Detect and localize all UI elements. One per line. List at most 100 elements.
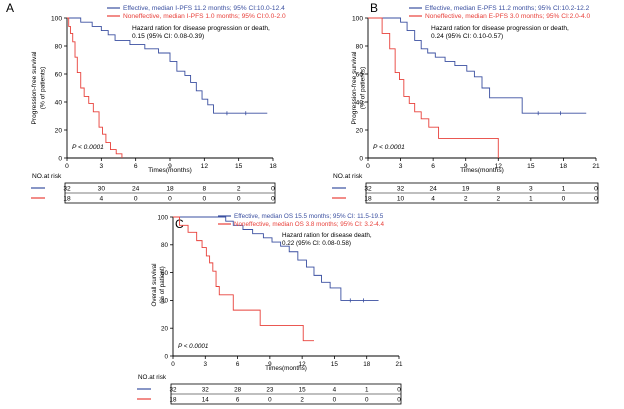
y-tick-label: 60 xyxy=(356,71,364,78)
risk-count: 4 xyxy=(431,195,435,202)
y-tick-label: 100 xyxy=(51,15,62,22)
series-effective-curve xyxy=(368,17,587,114)
x-tick-label: 15 xyxy=(527,163,535,170)
legend-entry-noneffective: Noneffective, median I-PFS 1.0 months; 9… xyxy=(123,13,286,20)
risk-count: 1 xyxy=(365,386,369,393)
risk-count: 0 xyxy=(168,195,172,202)
y-axis-title: Overall survival(% of patient) xyxy=(151,263,166,306)
y-axis-title: Progression-free survival(% of patients) xyxy=(351,51,366,124)
y-axis-title-line: Overall survival xyxy=(151,263,158,306)
risk-count: 0 xyxy=(594,195,598,202)
x-tick-label: 9 xyxy=(464,163,468,170)
risk-count: 2 xyxy=(496,195,500,202)
x-tick-label: 9 xyxy=(268,361,272,368)
hazard-ratio-annotation: 0.15 (95% CI: 0.08-0.39) xyxy=(132,33,204,40)
x-tick-label: 3 xyxy=(99,163,103,170)
risk-count: 8 xyxy=(202,185,206,192)
series-effective-curve xyxy=(67,17,268,114)
x-tick-label: 0 xyxy=(171,361,175,368)
y-tick-label: 20 xyxy=(161,326,169,333)
y-tick-label: 100 xyxy=(157,214,168,221)
risk-count: 6 xyxy=(236,396,240,403)
risk-count: 4 xyxy=(333,386,337,393)
legend-entry-effective: Effective, median E-PFS 11.2 months; 95%… xyxy=(425,5,590,12)
risk-count: 24 xyxy=(429,185,437,192)
legend-entry-effective: Effective, median OS 15.5 months; 95% CI… xyxy=(234,213,384,220)
x-tick-label: 21 xyxy=(592,163,600,170)
risk-count: 28 xyxy=(234,386,242,393)
risk-count: 0 xyxy=(594,185,598,192)
hazard-ratio-annotation: 0.22 (95% CI: 0.08-0.58) xyxy=(282,240,351,247)
y-axis-title-line: (% of patients) xyxy=(359,67,366,110)
risk-count: 0 xyxy=(397,396,401,403)
risk-count: 0 xyxy=(397,386,401,393)
x-axis-title: Times(months) xyxy=(265,365,307,372)
risk-count: 18 xyxy=(166,185,174,192)
risk-count: 2 xyxy=(300,396,304,403)
p-value-label: P < 0.0001 xyxy=(72,144,104,151)
x-axis-title: Times(months) xyxy=(460,167,504,174)
risk-count: 19 xyxy=(462,185,470,192)
risk-count: 2 xyxy=(464,195,468,202)
risk-count: 30 xyxy=(98,185,106,192)
risk-count: 0 xyxy=(365,396,369,403)
x-tick-label: 21 xyxy=(395,361,403,368)
y-tick-label: 100 xyxy=(352,15,363,22)
risk-count: 23 xyxy=(266,386,274,393)
hazard-ratio-annotation: 0.24 (95% CI: 0.10-0.57) xyxy=(431,33,503,40)
legend-entry-noneffective: Noneffective, median E-PFS 3.0 months; 9… xyxy=(425,13,591,20)
risk-count: 32 xyxy=(63,185,71,192)
panel-letter: B xyxy=(370,1,378,15)
y-tick-label: 0 xyxy=(58,155,62,162)
risk-count: 1 xyxy=(529,195,533,202)
y-tick-label: 40 xyxy=(161,298,169,305)
y-tick-label: 80 xyxy=(356,43,364,50)
p-value-label: P < 0.0001 xyxy=(373,144,405,151)
y-tick-label: 60 xyxy=(161,270,169,277)
risk-count: 10 xyxy=(397,195,405,202)
x-tick-label: 0 xyxy=(65,163,69,170)
y-axis-title-line: Progression-free survival xyxy=(31,51,38,124)
x-tick-label: 3 xyxy=(399,163,403,170)
x-tick-label: 6 xyxy=(431,163,435,170)
risk-count: 4 xyxy=(99,195,103,202)
x-tick-label: 3 xyxy=(204,361,208,368)
risk-count: 32 xyxy=(397,185,405,192)
x-axis-title: Times(months) xyxy=(148,167,192,174)
x-tick-label: 15 xyxy=(331,361,339,368)
x-tick-label: 18 xyxy=(269,163,277,170)
x-tick-label: 12 xyxy=(299,361,307,368)
risk-count: 0 xyxy=(268,396,272,403)
risk-table-label: NO.at risk xyxy=(138,374,167,381)
legend-entry-noneffective: Noneffective, median OS 3.8 months; 95% … xyxy=(234,221,385,228)
series-noneffective-curve xyxy=(368,17,499,158)
x-tick-label: 18 xyxy=(363,361,371,368)
risk-table-label: NO.at risk xyxy=(32,173,62,180)
risk-count: 14 xyxy=(202,396,210,403)
y-axis-title-line: Progression-free survival xyxy=(351,51,358,124)
y-tick-label: 80 xyxy=(161,242,169,249)
risk-count: 1 xyxy=(562,185,566,192)
risk-table-label: NO.at risk xyxy=(333,173,363,180)
x-tick-label: 9 xyxy=(168,163,172,170)
series-effective-curve xyxy=(173,216,379,301)
series-noneffective-curve xyxy=(67,17,123,158)
x-tick-label: 6 xyxy=(236,361,240,368)
risk-count: 0 xyxy=(333,396,337,403)
y-tick-label: 60 xyxy=(55,71,63,78)
risk-count: 24 xyxy=(132,185,140,192)
risk-count: 0 xyxy=(271,195,275,202)
hazard-ratio-annotation: Hazard ration for disease progression or… xyxy=(132,25,270,32)
risk-count: 15 xyxy=(299,386,307,393)
y-axis-title: Progression-free survival(% of patients) xyxy=(31,51,46,124)
risk-count: 32 xyxy=(364,185,372,192)
risk-count: 18 xyxy=(169,396,177,403)
risk-count: 32 xyxy=(169,386,177,393)
risk-count: 0 xyxy=(271,185,275,192)
risk-count: 0 xyxy=(562,195,566,202)
x-tick-label: 6 xyxy=(134,163,138,170)
